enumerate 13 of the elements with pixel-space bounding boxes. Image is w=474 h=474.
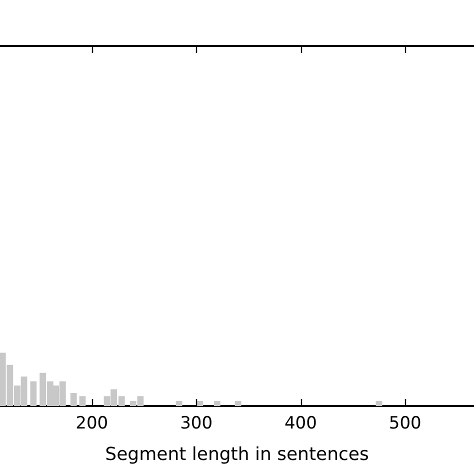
x-tick-label: 200 bbox=[76, 414, 108, 434]
bar bbox=[196, 400, 204, 406]
x-tick-label: 500 bbox=[388, 414, 422, 434]
x-axis-title: Segment length in sentences bbox=[105, 444, 369, 465]
x-tick-label: 400 bbox=[284, 414, 317, 434]
x-tick-label: 300 bbox=[180, 414, 213, 434]
bar bbox=[214, 400, 220, 406]
bar bbox=[176, 400, 182, 406]
bar bbox=[30, 381, 37, 406]
bar bbox=[79, 396, 86, 406]
bar bbox=[70, 392, 77, 406]
bar bbox=[234, 400, 242, 406]
bar bbox=[376, 400, 382, 406]
